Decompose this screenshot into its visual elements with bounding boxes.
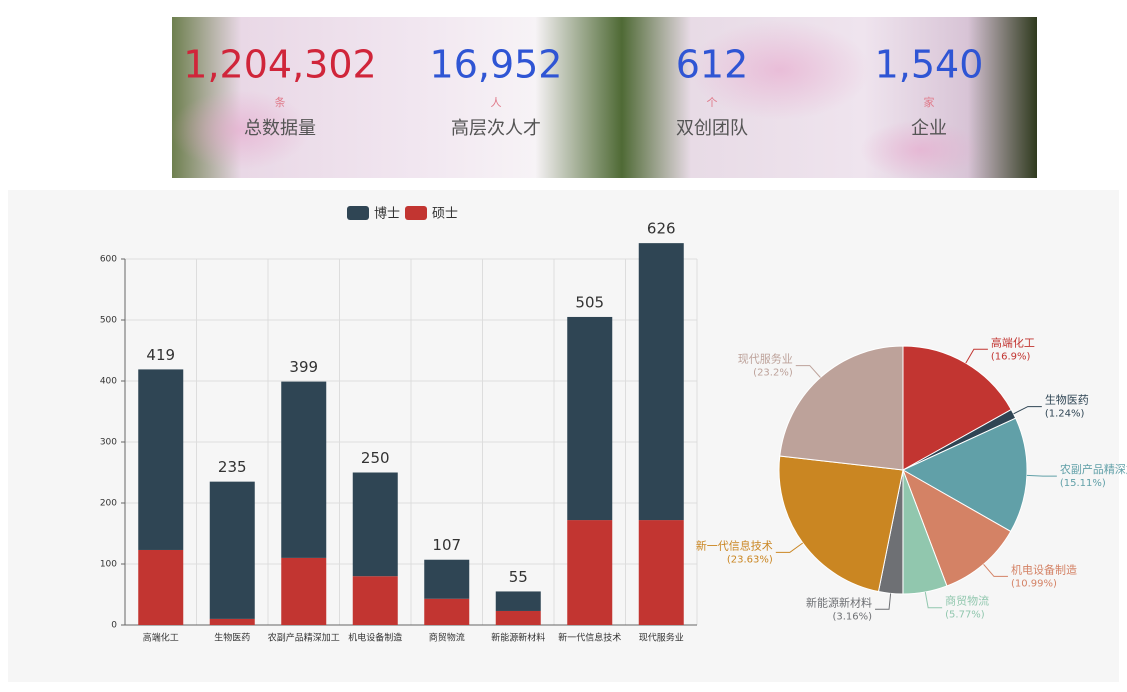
pie-label: 生物医药 xyxy=(1045,393,1089,407)
stat-unit: 条 xyxy=(275,95,286,109)
pie-value-label: (23.2%) xyxy=(753,368,793,379)
pie-label: 农副产品精深加工 xyxy=(1060,462,1127,476)
total-label: 399 xyxy=(289,358,318,376)
bar-segment xyxy=(138,550,183,625)
y-tick-label: 200 xyxy=(100,499,117,509)
stat-label: 总数据量 xyxy=(244,118,316,139)
page: 1,204,302 条总数据量 16,952 人高层次人才 612 个双创团队 1,540 家… xyxy=(0,0,1127,688)
y-tick-label: 100 xyxy=(100,560,117,570)
total-label: 626 xyxy=(647,220,676,238)
bar-segment xyxy=(210,619,255,625)
bar-segment xyxy=(496,591,541,611)
bar-segment xyxy=(353,473,398,577)
bar-segment xyxy=(639,243,684,520)
stat-value: 612 xyxy=(676,43,749,87)
pie-value-label: (10.99%) xyxy=(1011,578,1057,589)
x-tick-label: 高端化工 xyxy=(143,632,179,644)
x-tick-label: 农副产品精深加工 xyxy=(268,632,340,644)
y-tick-label: 0 xyxy=(111,621,117,631)
legend-label: 博士 xyxy=(374,207,400,222)
x-tick-label: 新能源新材料 xyxy=(491,632,545,644)
dashboard: 1,204,302 条总数据量 16,952 人高层次人才 612 个双创团队 1,540 家… xyxy=(0,0,1127,688)
stat-value: 16,952 xyxy=(430,43,563,87)
legend-label: 硕士 xyxy=(432,207,458,222)
bar-segment xyxy=(496,611,541,625)
pie-label: 新一代信息技术 xyxy=(696,538,773,552)
stat-unit: 家 xyxy=(924,95,935,109)
stat-value: 1,540 xyxy=(875,43,984,87)
pie-value-label: (16.9%) xyxy=(991,351,1031,362)
pie-label: 现代服务业 xyxy=(738,353,793,366)
x-tick-label: 新一代信息技术 xyxy=(558,632,621,644)
y-tick-label: 500 xyxy=(100,316,117,326)
total-label: 250 xyxy=(361,449,390,467)
bar-segment xyxy=(424,560,469,599)
legend-swatch xyxy=(347,206,369,220)
pie-value-label: (1.24%) xyxy=(1045,409,1085,420)
total-label: 55 xyxy=(509,568,528,586)
bar-segment xyxy=(138,369,183,550)
stat-label: 企业 xyxy=(911,118,947,139)
stat-unit: 个 xyxy=(707,96,718,109)
y-tick-label: 300 xyxy=(100,438,117,448)
x-tick-label: 现代服务业 xyxy=(639,632,684,644)
total-label: 235 xyxy=(218,458,247,476)
legend-swatch xyxy=(405,206,427,220)
bar-segment xyxy=(567,317,612,520)
stat-value: 1,204,302 xyxy=(183,43,376,87)
stat-unit: 人 xyxy=(491,96,502,109)
stat-label: 双创团队 xyxy=(676,118,748,139)
pie-value-label: (23.63%) xyxy=(727,554,773,565)
pie-value-label: (5.77%) xyxy=(945,610,985,621)
pie-label: 机电设备制造 xyxy=(1011,562,1077,576)
y-tick-label: 400 xyxy=(100,377,117,387)
total-label: 107 xyxy=(432,536,461,554)
pie-label: 高端化工 xyxy=(991,335,1035,349)
bar-segment xyxy=(424,599,469,625)
bar-segment xyxy=(639,520,684,625)
pie-label: 商贸物流 xyxy=(945,594,989,608)
pie-label: 新能源新材料 xyxy=(806,595,872,609)
x-tick-label: 机电设备制造 xyxy=(348,632,402,644)
total-label: 419 xyxy=(146,346,175,364)
pie-value-label: (15.11%) xyxy=(1060,478,1106,489)
stat-label: 高层次人才 xyxy=(451,118,541,139)
bar-segment xyxy=(281,382,326,558)
bar-segment xyxy=(281,558,326,625)
total-label: 505 xyxy=(575,293,604,311)
bar-segment xyxy=(567,520,612,625)
y-tick-label: 600 xyxy=(100,255,117,265)
pie-value-label: (3.16%) xyxy=(832,611,872,622)
bar-segment xyxy=(353,576,398,625)
x-tick-label: 生物医药 xyxy=(214,632,250,644)
bar-segment xyxy=(210,482,255,619)
x-tick-label: 商贸物流 xyxy=(429,632,465,644)
